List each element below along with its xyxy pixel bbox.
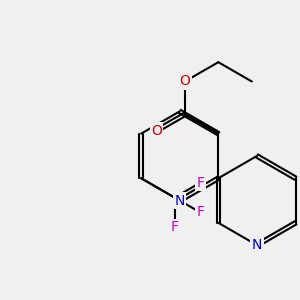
Text: F: F	[196, 176, 204, 190]
Text: O: O	[151, 124, 162, 138]
Text: F: F	[171, 220, 178, 234]
Text: N: N	[175, 194, 185, 208]
Text: N: N	[252, 238, 262, 252]
Text: O: O	[179, 74, 190, 88]
Text: F: F	[196, 206, 204, 219]
